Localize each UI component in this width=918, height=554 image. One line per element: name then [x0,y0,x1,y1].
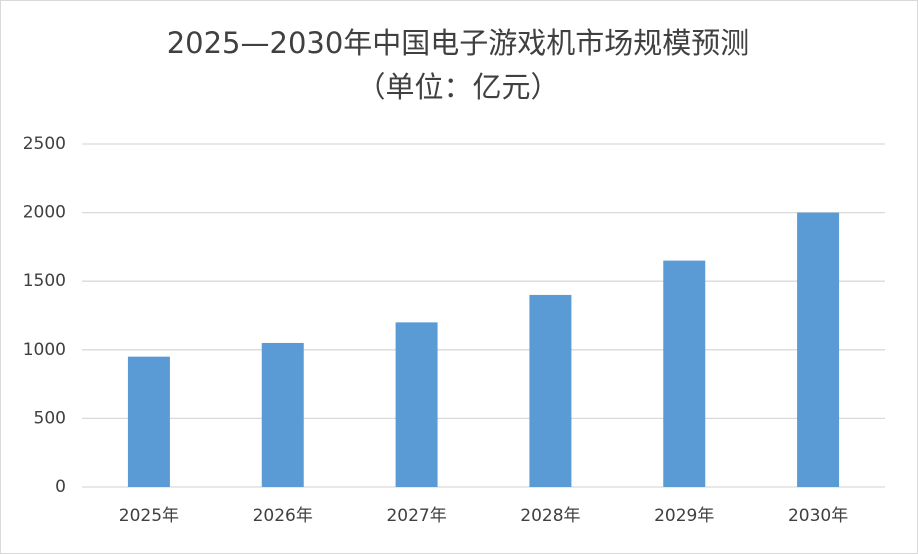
bar [261,342,304,487]
y-tick-label: 1500 [23,271,66,291]
x-tick-label: 2026年 [253,506,313,526]
y-tick-label: 2500 [23,134,66,154]
bar [127,356,170,487]
y-tick-label: 500 [34,408,66,428]
x-tick-label: 2025年 [119,506,179,526]
bar [395,322,438,487]
chart-title: 2025—2030年中国电子游戏机市场规模预测 [167,26,750,60]
chart-subtitle: （单位：亿元） [356,70,559,104]
x-tick-label: 2028年 [520,506,580,526]
bar [797,212,840,487]
bar [529,294,572,487]
bar [663,260,706,487]
y-tick-label: 1000 [23,340,66,360]
x-tick-label: 2027年 [386,506,446,526]
y-tick-label: 2000 [23,203,66,223]
x-tick-label: 2030年 [788,506,848,526]
x-tick-label: 2029年 [654,506,714,526]
y-tick-label: 0 [55,477,66,497]
